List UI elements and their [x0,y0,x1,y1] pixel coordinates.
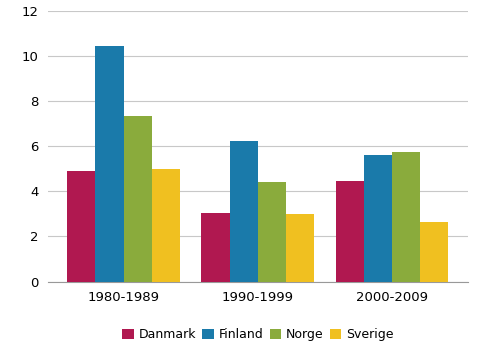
Bar [392,152,420,282]
Bar [258,182,286,282]
Bar [336,181,364,282]
Bar [201,213,230,282]
Bar [124,116,152,282]
Bar [95,46,124,282]
Bar [67,171,95,282]
Bar [286,214,314,282]
Bar [364,155,392,282]
Bar [152,169,180,282]
Bar [230,140,258,282]
Legend: Danmark, Finland, Norge, Sverige: Danmark, Finland, Norge, Sverige [117,323,399,346]
Bar [420,222,448,282]
